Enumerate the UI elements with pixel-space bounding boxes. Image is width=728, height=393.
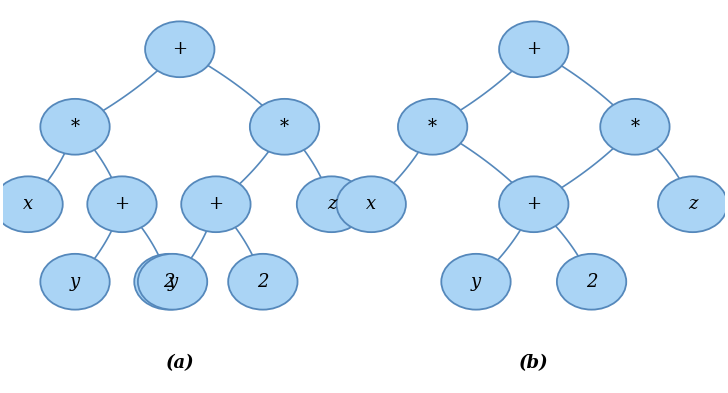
Ellipse shape bbox=[145, 21, 215, 77]
Text: *: * bbox=[71, 118, 79, 136]
Ellipse shape bbox=[40, 99, 110, 155]
Text: *: * bbox=[630, 118, 639, 136]
Text: (b): (b) bbox=[519, 354, 549, 372]
Ellipse shape bbox=[250, 99, 319, 155]
Ellipse shape bbox=[134, 254, 204, 310]
Ellipse shape bbox=[0, 176, 63, 232]
Text: *: * bbox=[280, 118, 289, 136]
Ellipse shape bbox=[557, 254, 626, 310]
Ellipse shape bbox=[87, 176, 157, 232]
Ellipse shape bbox=[297, 176, 366, 232]
Ellipse shape bbox=[499, 21, 569, 77]
Text: +: + bbox=[173, 40, 187, 58]
Text: y: y bbox=[167, 273, 178, 291]
Text: 2: 2 bbox=[257, 273, 269, 291]
Ellipse shape bbox=[499, 176, 569, 232]
Text: y: y bbox=[471, 273, 481, 291]
Ellipse shape bbox=[336, 176, 406, 232]
Text: +: + bbox=[114, 195, 130, 213]
Text: z: z bbox=[688, 195, 697, 213]
Ellipse shape bbox=[441, 254, 510, 310]
Ellipse shape bbox=[398, 99, 467, 155]
Ellipse shape bbox=[40, 254, 110, 310]
Text: x: x bbox=[366, 195, 376, 213]
Text: 2: 2 bbox=[586, 273, 597, 291]
Ellipse shape bbox=[228, 254, 298, 310]
Text: +: + bbox=[208, 195, 223, 213]
Text: +: + bbox=[526, 195, 542, 213]
Ellipse shape bbox=[601, 99, 670, 155]
Text: x: x bbox=[23, 195, 33, 213]
Text: z: z bbox=[327, 195, 336, 213]
Text: *: * bbox=[428, 118, 437, 136]
Ellipse shape bbox=[658, 176, 727, 232]
Ellipse shape bbox=[138, 254, 207, 310]
Text: y: y bbox=[70, 273, 80, 291]
Text: (a): (a) bbox=[165, 354, 194, 372]
Ellipse shape bbox=[181, 176, 250, 232]
Text: 2: 2 bbox=[163, 273, 175, 291]
Text: +: + bbox=[526, 40, 542, 58]
